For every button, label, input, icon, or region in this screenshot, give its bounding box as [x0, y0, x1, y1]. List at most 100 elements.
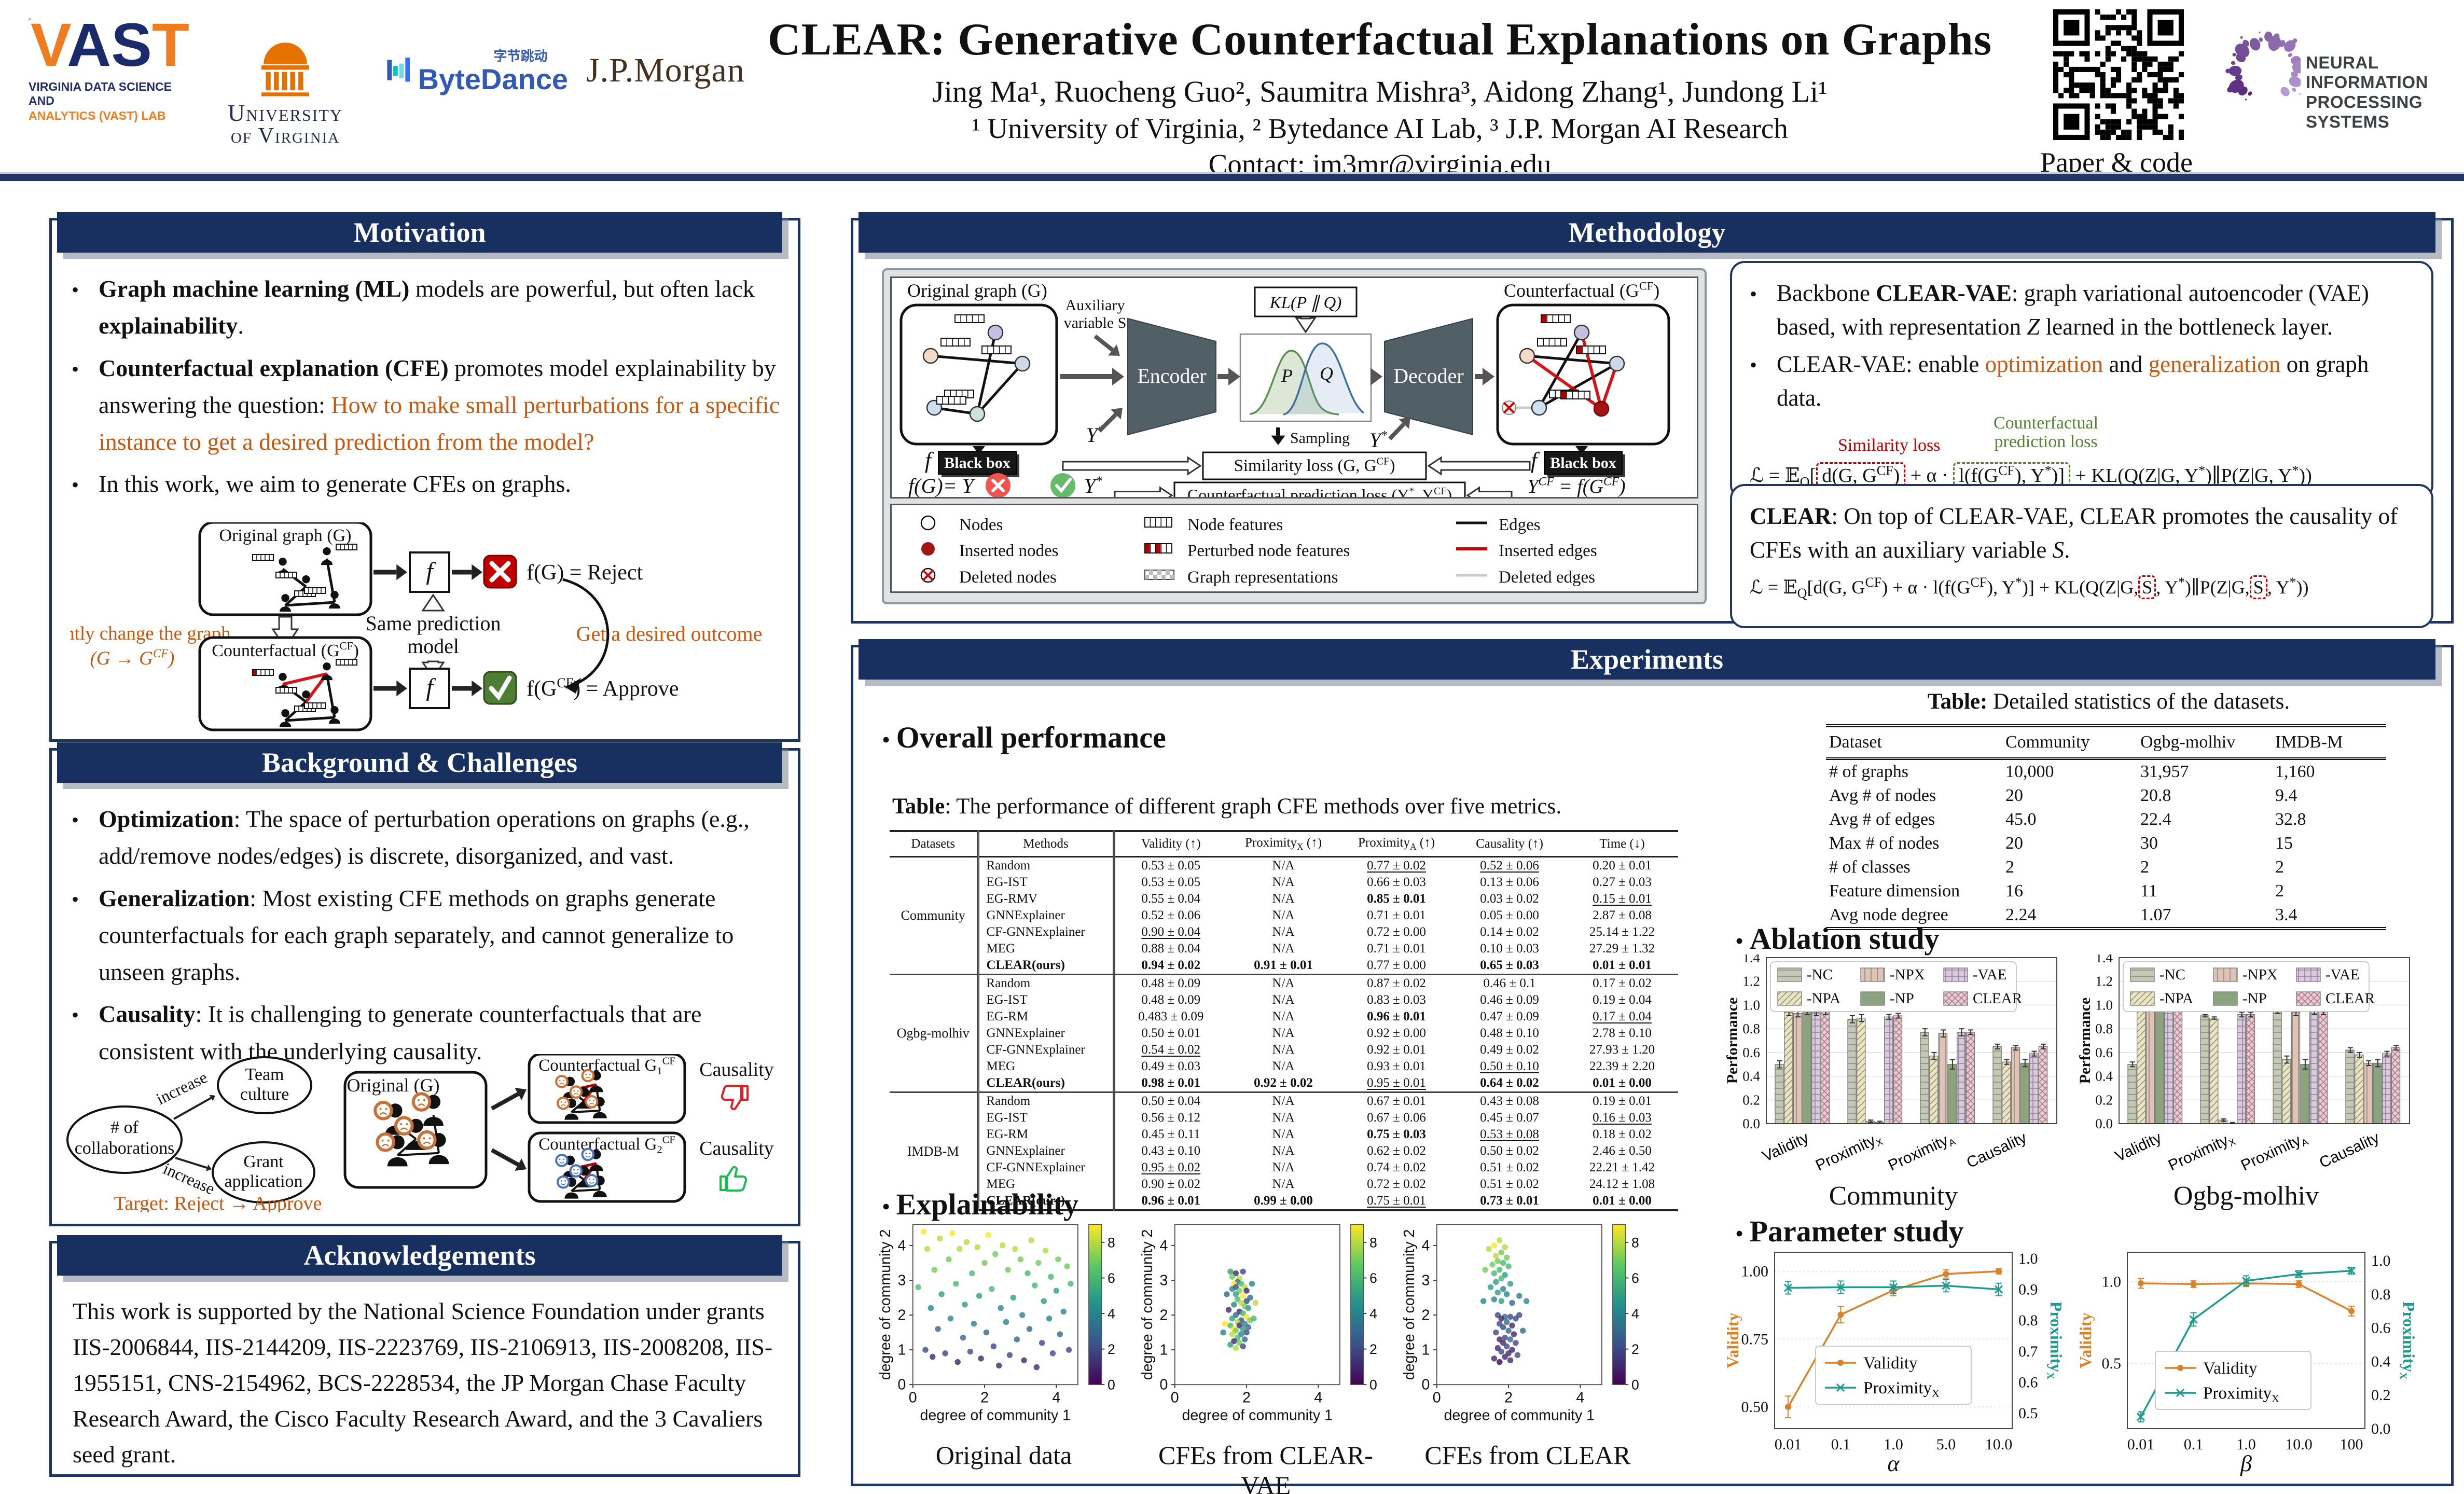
legend-label: Edges — [1499, 515, 1541, 534]
left-tick: 0.50 — [1741, 1399, 1769, 1416]
metric-cell: 0.15 ± 0.01 — [1593, 892, 1652, 906]
stats-cell: 31,957 — [2140, 762, 2189, 781]
stats-cell: 22.4 — [2140, 810, 2171, 829]
colorbar-tick: 4 — [1369, 1306, 1377, 1322]
x-tick: 0 — [909, 1389, 917, 1406]
sad-face-icon — [569, 1085, 583, 1099]
clear-text: CLEAR: On top of CLEAR-VAE, CLEAR promot… — [1750, 503, 2398, 563]
x-tick: 0.1 — [2184, 1436, 2204, 1453]
metric-cell: 22.21 ± 1.42 — [1589, 1160, 1655, 1174]
blackbox-label: Black box — [1550, 454, 1616, 472]
bar-CLEAR — [1965, 1032, 1975, 1124]
colorbar-tick: 0 — [1631, 1377, 1639, 1393]
metric-cell: 0.94 ± 0.02 — [1112, 957, 1227, 975]
method-cell: GNNExplainer — [976, 907, 1114, 924]
metric-cell: 0.46 ± 0.1 — [1453, 974, 1566, 992]
poster-affiliations: ¹ University of Virginia, ² Bytedance AI… — [972, 113, 1788, 144]
bar--NPA — [1857, 1017, 1866, 1124]
performance-table-element: Datasets Methods Validity (↑) ProximityX (↑… — [890, 830, 1678, 1211]
vast-compass-icon — [29, 15, 31, 24]
x-axis-label: β — [2240, 1451, 2252, 1476]
stats-col-header: Ogbg-molhiv — [2137, 724, 2272, 760]
perf-row: Community Random 0.53 ± 0.05 N/A 0.77 ± 0.02… — [890, 856, 1678, 923]
legend-validity: Validity — [2203, 1359, 2258, 1378]
background-header: Background & Challenges — [57, 742, 782, 783]
bar--NC — [2273, 1011, 2282, 1124]
method-cell: EG-IST — [976, 874, 1114, 891]
y-tick: 0.4 — [2095, 1069, 2113, 1084]
bar--NPA — [2209, 1017, 2219, 1124]
metric-cell: N/A — [1272, 859, 1295, 873]
stats-cell: Feature dimension — [1829, 881, 1960, 901]
method-cell: EG-RMV — [976, 891, 1114, 907]
method-cell: EG-IST — [976, 1110, 1114, 1126]
legend-label: Inserted nodes — [959, 542, 1059, 561]
x-tick: Validity — [2112, 1129, 2164, 1165]
x-tick: ProximityX — [1813, 1129, 1885, 1175]
x-tick: 0 — [1433, 1389, 1441, 1406]
change-graph-formula: (G → GCF) — [90, 647, 175, 669]
metric-cell: 2.78 ± 0.10 — [1593, 1026, 1652, 1040]
x-tick: Causality — [1964, 1129, 2029, 1171]
stats-row: Max # of nodes 20 30 15 — [1826, 832, 2386, 855]
param-chart-beta: 0.5 1.0 0.0 0.2 0.4 0.6 0.8 1.0 0.01 0.1 1.0 10.0 10… — [2076, 1245, 2418, 1478]
right-tick: 0.8 — [2018, 1312, 2038, 1329]
y-tick: 4 — [1160, 1237, 1168, 1254]
metric-cell: 0.96 ± 0.01 — [1367, 1009, 1426, 1023]
clear-vae-bullet-1: Backbone CLEAR-VAE: graph variational au… — [1750, 276, 2414, 344]
graph-repr-icon — [1141, 565, 1187, 590]
metric-cell: 0.45 ± 0.11 — [1112, 1126, 1227, 1143]
feature-bar — [1541, 314, 1571, 323]
colorbar — [1612, 1224, 1626, 1385]
stats-cell: 2 — [2275, 881, 2284, 901]
team-node-line1: Team — [245, 1065, 284, 1084]
approve-label: f(GCF) = Approve — [527, 675, 679, 701]
perf-col-header: Methods — [976, 830, 1114, 857]
y-tick: 1 — [1422, 1342, 1430, 1359]
y-axis-label: degree of community 2 — [877, 1229, 894, 1380]
motivation-panel: Motivation Graph machine learning (ML) m… — [34, 212, 800, 742]
legend-entry: CLEAR — [1973, 990, 2023, 1007]
ablation-caption-1: Community — [1829, 1181, 1958, 1211]
x-tick: 1.0 — [1884, 1436, 1903, 1453]
ystar-decoder: Y* — [1369, 428, 1388, 452]
happy-face-icon — [556, 1175, 570, 1189]
left-tick: 0.5 — [2102, 1355, 2122, 1372]
x-tick: 5.0 — [1936, 1436, 1956, 1453]
x-tick: 10.0 — [2285, 1436, 2313, 1453]
experiments-header: Experiments — [859, 639, 2435, 680]
bar--NPX — [2363, 1062, 2373, 1124]
bar--NP — [2373, 1062, 2382, 1124]
loss-annotations: Similarity loss Counterfactual prediction… — [1750, 414, 2414, 463]
y-tick: 1.2 — [2095, 974, 2113, 989]
method-cell: CLEAR(ours) — [976, 957, 1114, 975]
colorbar-tick: 2 — [1369, 1341, 1377, 1357]
colorbar-tick: 6 — [1108, 1270, 1115, 1286]
legend-item-inserted-edge: Inserted edges — [1452, 539, 1701, 564]
metric-cell: 0.55 ± 0.04 — [1112, 891, 1227, 907]
happy-face-icon — [581, 1147, 595, 1161]
bar--NC — [1775, 1064, 1784, 1124]
metric-cell: 0.77 ± 0.02 — [1367, 859, 1426, 873]
method-cell: Random — [976, 1091, 1114, 1110]
perf-row: EG-IST 0.48 ± 0.09 N/A 0.83 ± 0.03 0.46 ± 0.… — [890, 992, 1678, 1008]
motivation-bullets: Graph machine learning (ML) models are p… — [72, 270, 782, 508]
x-axis-label: degree of community 1 — [1444, 1407, 1595, 1424]
metric-cell: 0.48 ± 0.09 — [1112, 974, 1227, 992]
method-cell: EG-RM — [976, 1126, 1114, 1143]
feature-bar — [954, 314, 985, 323]
metric-cell: N/A — [1272, 925, 1295, 939]
sad-face-icon — [394, 1116, 414, 1136]
cf-loss-box: Counterfactual prediction loss (Y*, YCF) — [1187, 486, 1452, 497]
legend-item-perturbed-features: Perturbed node features — [1141, 539, 1452, 564]
bar--NP — [2020, 1062, 2029, 1124]
legend-entry: -VAE — [2325, 966, 2360, 983]
metric-cell: 0.50 ± 0.10 — [1480, 1059, 1539, 1073]
stats-cell: 2 — [2005, 857, 2014, 877]
bar--NP — [2300, 1064, 2309, 1124]
metric-cell: 0.66 ± 0.03 — [1367, 875, 1426, 889]
metric-cell: N/A — [1272, 892, 1295, 906]
y-tick: 0 — [1422, 1377, 1430, 1393]
legend-label: Perturbed node features — [1187, 542, 1350, 561]
metric-cell: 0.48 ± 0.10 — [1480, 1026, 1539, 1040]
